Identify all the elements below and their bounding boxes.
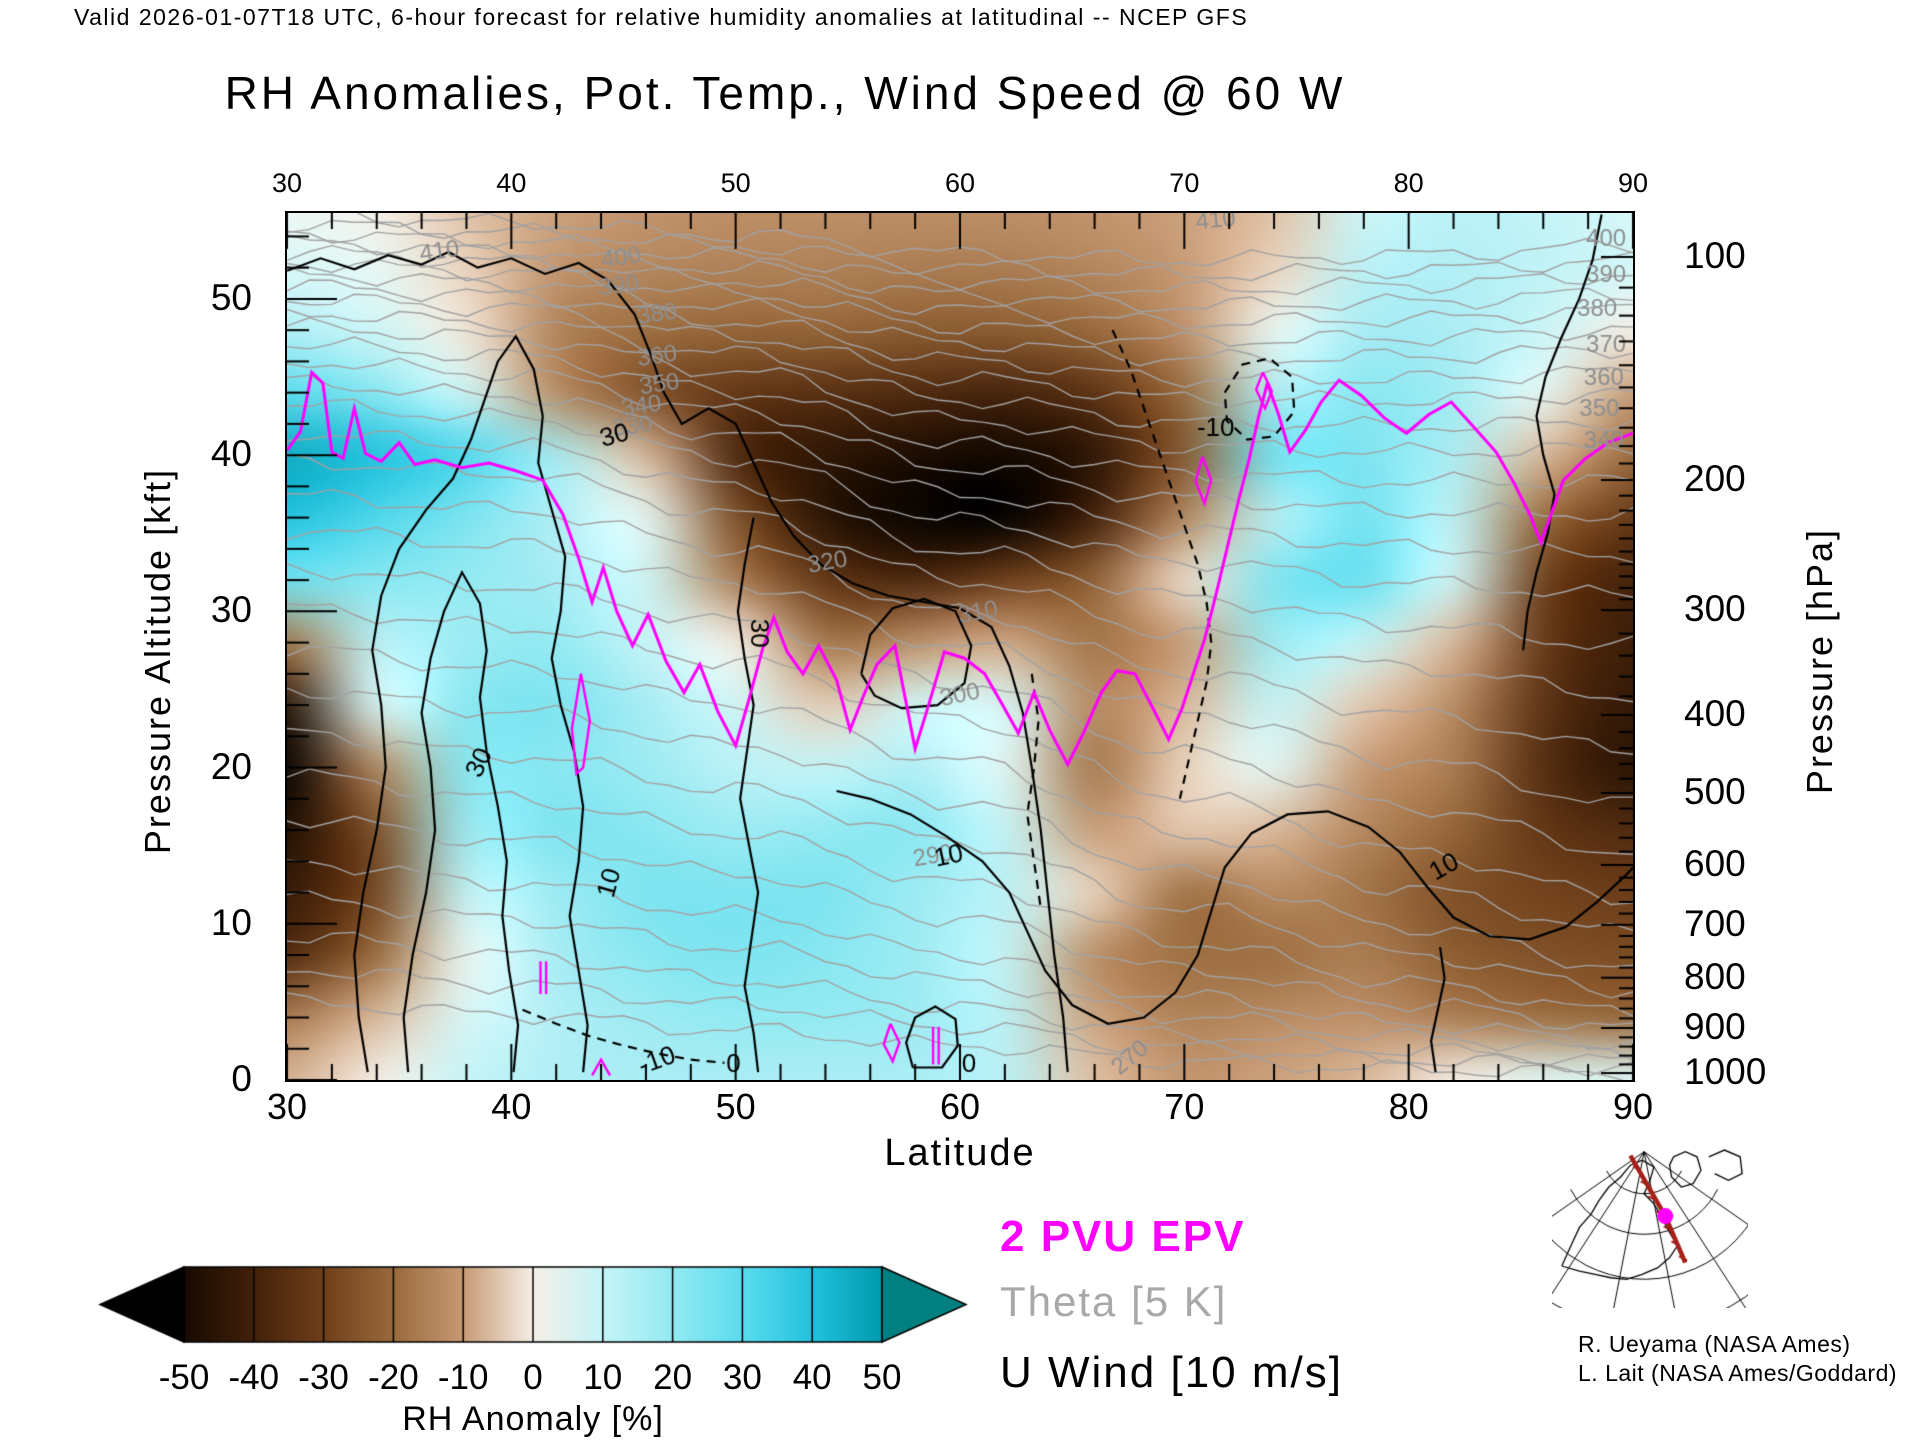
- y-left-tick-label: 20: [210, 745, 252, 787]
- y-left-tick-label: 40: [210, 433, 252, 475]
- x-tick-label-top: 80: [1393, 168, 1424, 198]
- y-right-tick-label: 1000: [1684, 1051, 1767, 1093]
- x-tick-label-top: 50: [720, 168, 751, 198]
- colorbar-tick-label: 30: [722, 1358, 762, 1397]
- x-axis-title: Latitude: [884, 1132, 1036, 1174]
- colorbar-canvas: [90, 1253, 990, 1358]
- x-tick-label-bottom: 60: [939, 1086, 981, 1127]
- left-axis-title: Pressure Altitude [kft]: [137, 467, 178, 855]
- y-right-tick-label: 900: [1684, 1005, 1746, 1047]
- x-tick-label-top: 40: [496, 168, 527, 198]
- colorbar-tick-label: -30: [298, 1358, 349, 1397]
- x-tick-label-bottom: 40: [491, 1086, 532, 1127]
- y-right-tick-label: 800: [1684, 955, 1746, 997]
- colorbar-tick-label: 20: [653, 1358, 693, 1397]
- y-right-tick-label: 400: [1684, 692, 1746, 734]
- page-title: RH Anomalies, Pot. Temp., Wind Speed @ 6…: [224, 67, 1346, 119]
- credit-line-2: L. Lait (NASA Ames/Goddard): [1578, 1360, 1898, 1386]
- x-tick-label-bottom: 90: [1612, 1086, 1654, 1127]
- y-right-tick-label: 200: [1684, 458, 1746, 500]
- x-tick-label-top: 90: [1617, 168, 1649, 198]
- cross-section-plot-canvas: [285, 211, 1635, 1082]
- y-right-tick-label: 700: [1684, 902, 1746, 944]
- y-right-tick-label: 500: [1684, 771, 1746, 813]
- valid-time-line: Valid 2026-01-07T18 UTC, 6-hour forecast…: [74, 4, 1249, 30]
- right-axis-title: Pressure [hPa]: [1799, 527, 1840, 795]
- legend-uwind: U Wind [10 m/s]: [1000, 1348, 1343, 1397]
- y-right-tick-label: 300: [1684, 588, 1746, 630]
- x-tick-label-top: 70: [1169, 168, 1200, 198]
- x-tick-label-bottom: 50: [715, 1086, 756, 1127]
- colorbar-tick-label: -40: [228, 1358, 280, 1397]
- y-left-tick-label: 50: [210, 276, 252, 318]
- y-right-tick-label: 100: [1684, 234, 1746, 276]
- colorbar-tick-label: 0: [523, 1358, 543, 1397]
- colorbar-tick-label: -20: [368, 1358, 419, 1397]
- y-left-tick-label: 30: [210, 589, 252, 631]
- legend-theta: Theta [5 K]: [1000, 1278, 1228, 1325]
- colorbar-tick-label: 40: [792, 1358, 832, 1397]
- x-tick-label-bottom: 30: [266, 1086, 308, 1127]
- x-tick-label-bottom: 80: [1388, 1086, 1429, 1127]
- legend-epv: 2 PVU EPV: [1000, 1212, 1246, 1261]
- y-right-tick-label: 600: [1684, 842, 1746, 884]
- y-left-tick-label: 0: [231, 1058, 252, 1099]
- colorbar-tick-label: 10: [583, 1358, 623, 1397]
- x-tick-label-top: 60: [944, 168, 976, 198]
- colorbar-tick-label: 50: [862, 1358, 902, 1397]
- x-tick-label-top: 30: [271, 168, 303, 198]
- colorbar-tick-label: -10: [437, 1358, 489, 1397]
- x-tick-label-bottom: 70: [1164, 1086, 1205, 1127]
- location-inset-map: [1552, 1140, 1748, 1308]
- colorbar-tick-label: -50: [158, 1358, 210, 1397]
- colorbar-caption: RH Anomaly [%]: [402, 1400, 664, 1438]
- y-left-tick-label: 10: [210, 901, 252, 943]
- credit-line-1: R. Ueyama (NASA Ames): [1578, 1331, 1851, 1357]
